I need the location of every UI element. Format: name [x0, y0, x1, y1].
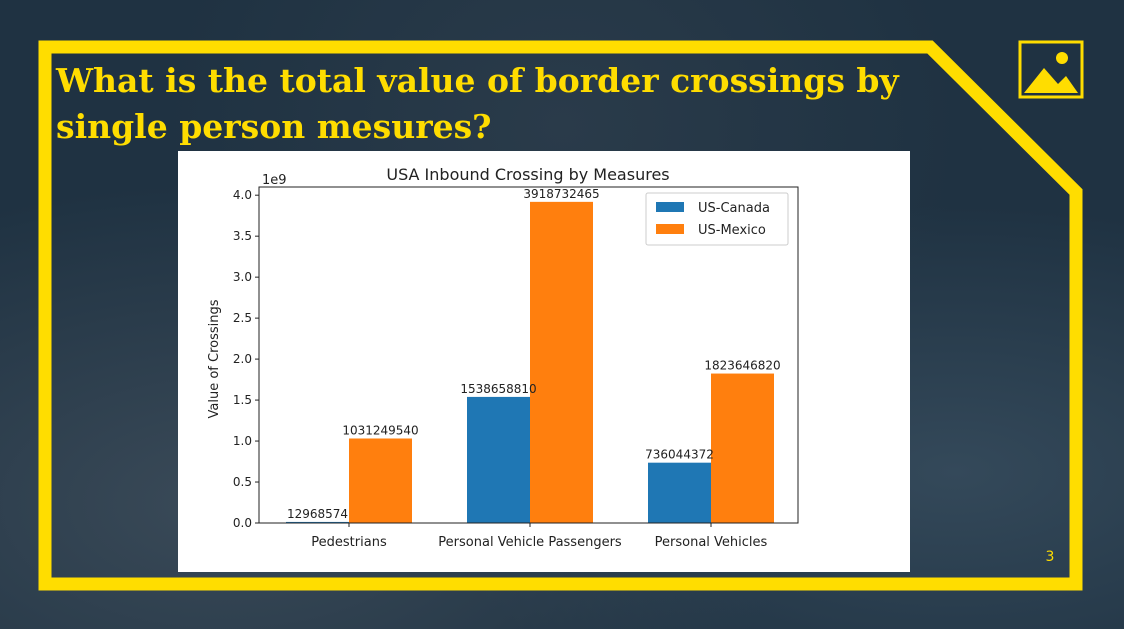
x-tick-label: Personal Vehicles: [655, 535, 768, 550]
x-tick-label: Pedestrians: [311, 535, 387, 550]
legend: US-Canada US-Mexico: [645, 192, 789, 246]
legend-label: US-Mexico: [698, 223, 766, 238]
slide-number: 3: [1045, 549, 1055, 565]
slide-border: [38, 40, 1083, 591]
legend-label: US-Canada: [698, 201, 770, 216]
bar-value-label: 1823646820: [704, 359, 780, 373]
y-tick-label: 0.5: [233, 475, 252, 489]
y-axis: 0.0 0.5 1.0 1.5 2.0 2.5 3.0 3.5 4.0: [233, 188, 259, 530]
bar-value-label: 3918732465: [523, 187, 599, 201]
bar-us-mexico: [349, 438, 412, 523]
data-labels: 12968574 1031249540 1538658810 3918732465 73…: [287, 187, 781, 521]
y-scale-label: 1e9: [262, 173, 287, 188]
y-tick-label: 3.0: [233, 270, 252, 284]
y-tick-label: 3.5: [233, 229, 252, 243]
y-tick-label: 4.0: [233, 188, 252, 202]
y-tick-label: 0.0: [233, 516, 252, 530]
bar-value-label: 1031249540: [342, 423, 418, 437]
bar-us-mexico: [530, 201, 593, 523]
slide-title: What is the total value of border crossi…: [56, 61, 899, 146]
legend-swatch: [656, 202, 684, 212]
y-axis-label: Value of Crossings: [207, 299, 222, 418]
x-axis: Pedestrians Personal Vehicle Passengers Pe…: [311, 523, 768, 550]
bars: [286, 201, 774, 523]
bar-us-canada: [648, 462, 711, 523]
y-tick-label: 1.5: [233, 393, 252, 407]
x-tick-label: Personal Vehicle Passengers: [438, 535, 622, 550]
legend-swatch: [656, 224, 684, 234]
bar-value-label: 1538658810: [460, 382, 536, 396]
bar-value-label: 12968574: [287, 507, 348, 521]
chart-title: USA Inbound Crossing by Measures: [386, 165, 669, 184]
plot-area-border: [258, 186, 799, 524]
image-placeholder-icon: [1018, 40, 1084, 99]
y-tick-label: 2.5: [233, 311, 252, 325]
bar-us-canada: [467, 396, 530, 523]
chart-svg: USA Inbound Crossing by Measures 1e9 Val…: [207, 165, 799, 550]
y-tick-label: 1.0: [233, 434, 252, 448]
bar-us-mexico: [711, 373, 774, 523]
bar-value-label: 736044372: [645, 448, 714, 462]
bar-chart: USA Inbound Crossing by Measures 1e9 Val…: [178, 151, 910, 572]
bar-us-canada: [286, 521, 349, 523]
y-tick-label: 2.0: [233, 352, 252, 366]
